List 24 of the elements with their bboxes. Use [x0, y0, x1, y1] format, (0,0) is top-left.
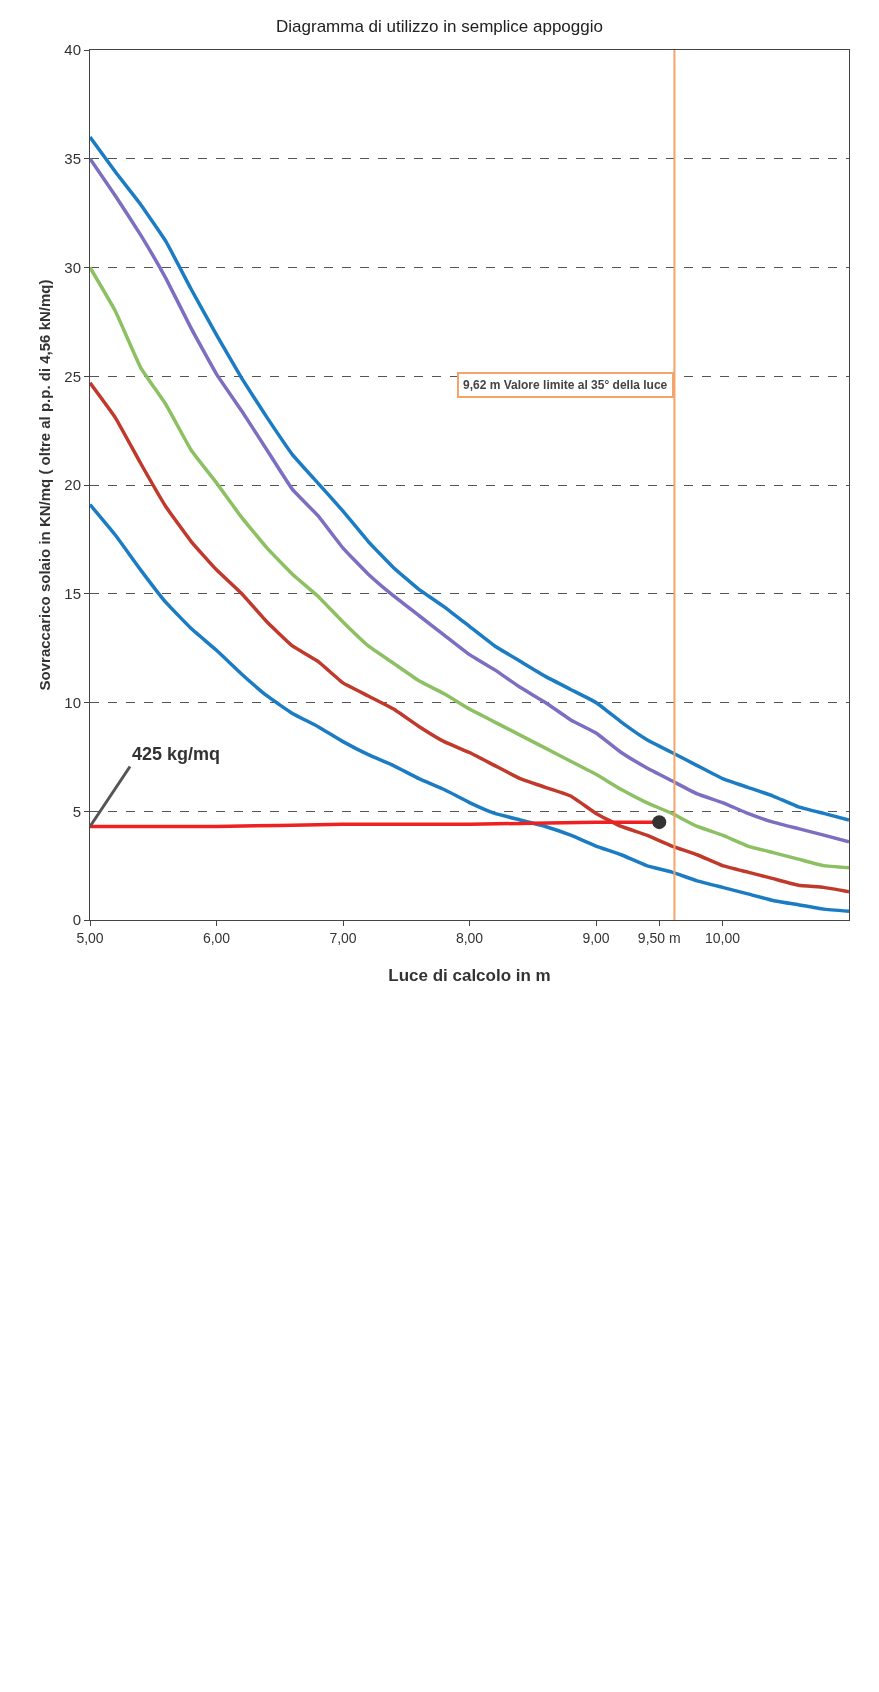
y-axis-title: Sovraccarico solaio in KN/mq ( oltre al p.p. di 4,56 kN/mq) [36, 279, 53, 691]
chart-title: Diagramma di utilizzo in semplice appoggio [276, 16, 603, 36]
line-series [90, 265, 849, 870]
y-tick-label: 30 [64, 258, 81, 276]
y-tick-label: 25 [64, 367, 81, 385]
y-tick-label: 10 [64, 693, 81, 711]
y-tick-label: 5 [72, 802, 81, 820]
line-series [90, 502, 849, 914]
y-tick-label: 35 [64, 150, 81, 167]
y-tick-label: 40 [64, 41, 81, 59]
x-tick-label: 8,00 [455, 929, 484, 946]
x-tick-label: 6,00 [202, 929, 231, 946]
ref-line-label: 9,62 m Valore limite al 35° della luce [463, 378, 668, 392]
x-tick-label: 5,00 [76, 929, 104, 946]
x-tick-label: 7,00 [329, 929, 357, 946]
y-tick-label: 20 [64, 476, 81, 494]
y-tick-label: 0 [72, 911, 81, 929]
line-series [90, 381, 849, 894]
y-tick-label: 15 [64, 585, 81, 602]
x-tick-label: 10,00 [704, 929, 741, 946]
x-axis-title: Luce di calcolo in m [388, 966, 551, 985]
annotation: 425 kg/mq [132, 744, 221, 764]
x-tick-label: 9,50 m [637, 929, 681, 946]
x-tick-label: 9,00 [582, 929, 610, 946]
